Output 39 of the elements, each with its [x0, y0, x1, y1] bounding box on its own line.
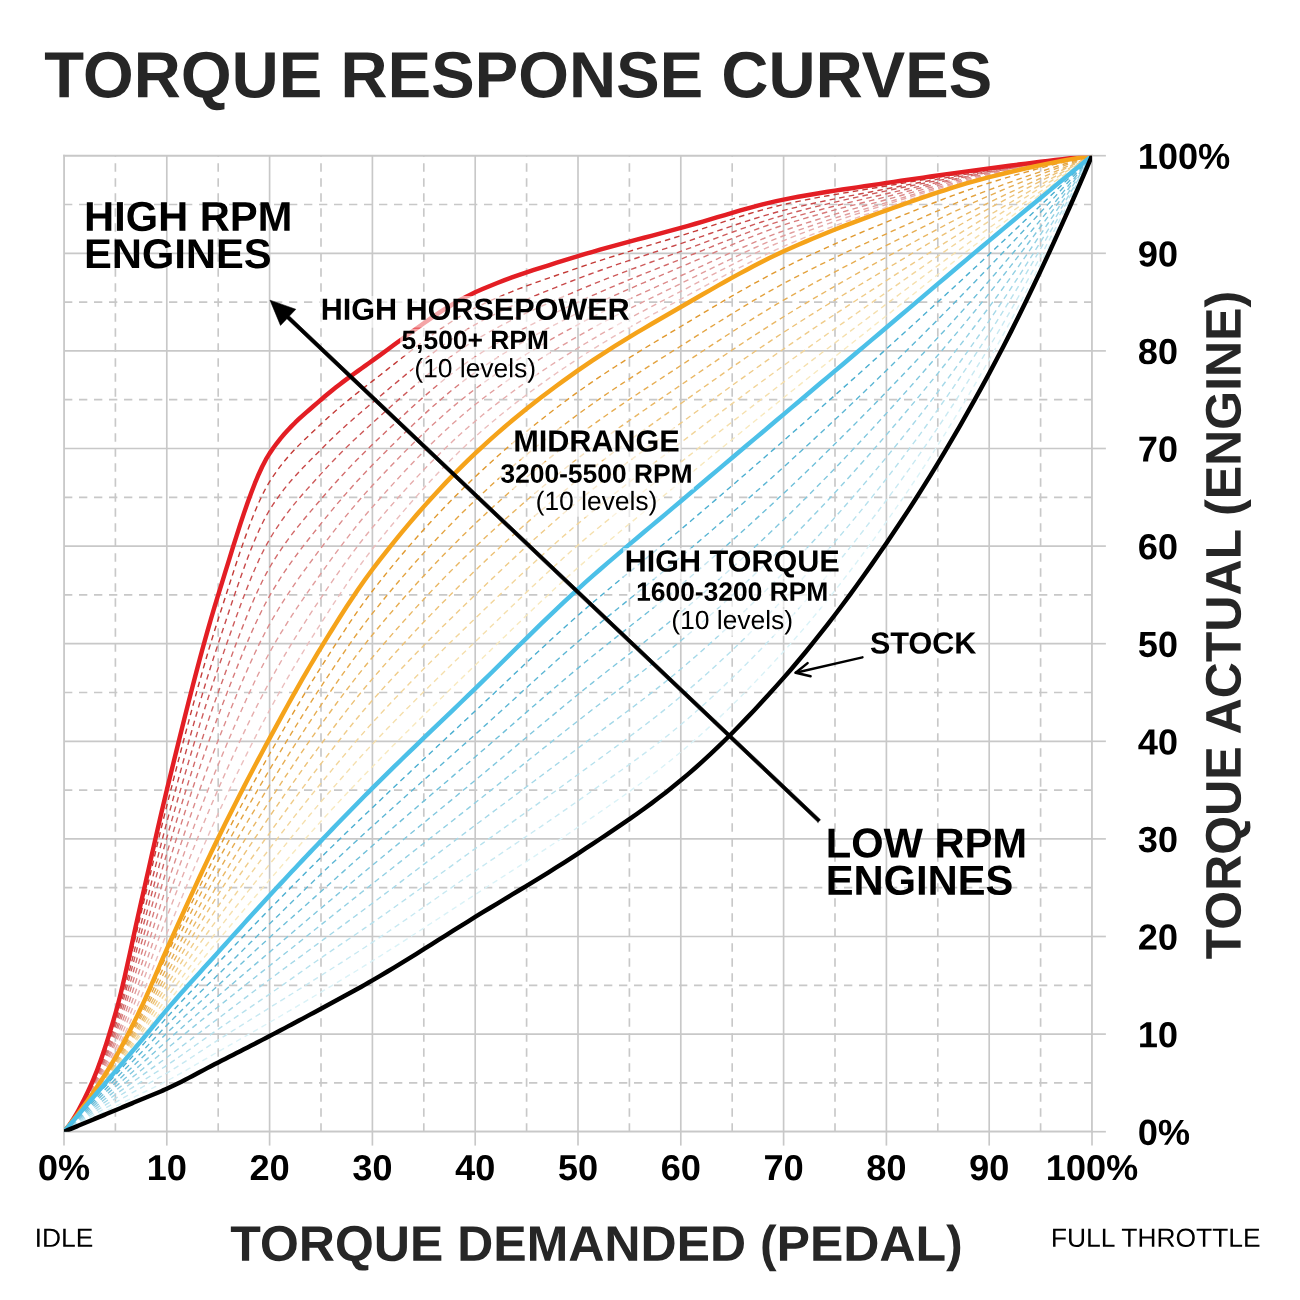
- y-tick-label: 60: [1139, 533, 1177, 560]
- y-tick-label: 100%: [1140, 143, 1230, 170]
- y-tick-label: 40: [1138, 729, 1177, 755]
- x-tick-label: 80: [867, 1154, 905, 1181]
- x-tick-label: 10: [148, 1154, 186, 1181]
- y-tick-label: 30: [1138, 826, 1177, 853]
- text: IDLE: [37, 1228, 93, 1247]
- y-tick-label: 20: [1139, 924, 1177, 950]
- x-tick-label: 30: [353, 1154, 391, 1181]
- annotation: 5,500+ RPM: [402, 330, 548, 354]
- series-label: HIGH TORQUE: [626, 550, 839, 578]
- x-tick-label: 20: [250, 1154, 289, 1181]
- y-tick-label: 10: [1140, 1021, 1177, 1048]
- annotation: (10 levels): [537, 490, 656, 516]
- text: FULL THROTTLE: [1053, 1228, 1260, 1248]
- y-tick-label: 50: [1138, 631, 1177, 658]
- series-label: HIGH HORSEPOWER: [322, 298, 630, 321]
- annotation: 1600-3200 RPM: [637, 582, 827, 602]
- x-tick-label: 100%: [1048, 1154, 1138, 1181]
- y-tick-label: 90: [1139, 241, 1177, 267]
- annotation: HIGH RPM ENGINES: [86, 201, 290, 269]
- series-label: MIDRANGE: [515, 430, 679, 452]
- y-axis-title: TORQUE ACTUAL (ENGINE): [1204, 293, 1251, 959]
- x-axis-title: TORQUE DEMANDED (PEDAL): [230, 1224, 961, 1272]
- x-tick-label: 70: [765, 1154, 803, 1181]
- x-tick-label: 60: [662, 1154, 700, 1181]
- series-label: STOCK: [870, 632, 977, 654]
- annotation: (10 levels): [672, 609, 792, 635]
- annotation: LOW RPM ENGINES: [828, 828, 1025, 896]
- x-tick-label: 0%: [39, 1154, 90, 1181]
- y-tick-label: 80: [1138, 338, 1177, 365]
- x-tick-label: 50: [559, 1154, 597, 1181]
- y-tick-label: 70: [1139, 436, 1177, 462]
- x-tick-label: 90: [970, 1154, 1008, 1181]
- annotation: 3200-5500 RPM: [501, 464, 691, 483]
- x-tick-label: 40: [455, 1154, 494, 1181]
- y-tick-label: 0%: [1139, 1119, 1190, 1146]
- annotation: (10 levels): [415, 358, 535, 383]
- chart-title: TORQUE RESPONSE CURVES: [44, 51, 990, 111]
